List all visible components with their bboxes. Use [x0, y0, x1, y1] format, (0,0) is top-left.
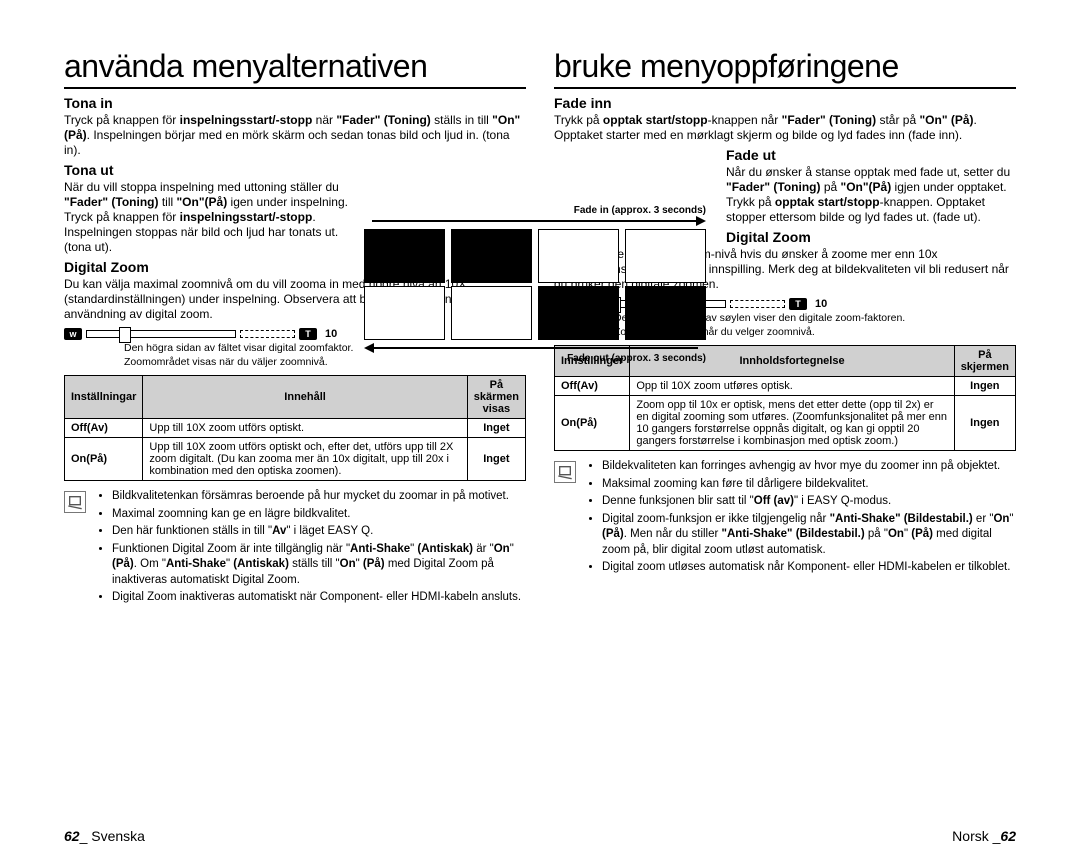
th1-left: Inställningar: [65, 376, 143, 419]
arrow-left-icon: [364, 343, 706, 353]
fade-out-label: Fade out (approx. 3 seconds): [364, 353, 706, 364]
footer-lang-left: Svenska: [91, 828, 145, 844]
table-row: Off(Av) Opp til 10X zoom utføres optisk.…: [555, 377, 1016, 396]
footer-right: Norsk _62: [952, 828, 1016, 844]
zoom-track: [86, 330, 236, 338]
page-number-right: 62: [1000, 828, 1016, 844]
th2-left: Innehåll: [143, 376, 467, 419]
fade-in-text: Trykk på opptak start/stopp-knappen når …: [554, 113, 1016, 143]
fade-strip-top: [364, 229, 706, 283]
zoom-dash: [730, 300, 785, 308]
zoom-value: 10: [325, 328, 337, 340]
footer-lang-right: Norsk: [952, 828, 989, 844]
footer-left: 62_ Svenska: [64, 828, 145, 844]
dz-heading-right: Digital Zoom: [726, 229, 1016, 245]
th3-right: På skjermen: [954, 346, 1015, 377]
zoom-dash: [240, 330, 295, 338]
footer: 62_ Svenska Norsk _62: [64, 828, 1016, 844]
dz-heading-left: Digital Zoom: [64, 259, 364, 275]
tona-in-text: Tryck på knappen för inspelningsstart/-s…: [64, 113, 526, 158]
note-icon: [64, 491, 86, 513]
fade-ut-text: Når du ønsker å stanse opptak med fade u…: [726, 165, 1016, 225]
tona-in-heading: Tona in: [64, 95, 526, 111]
fade-in-label: Fade in (approx. 3 seconds): [364, 205, 706, 216]
settings-table-left: Inställningar Innehåll På skärmen visas …: [64, 375, 526, 481]
table-row: On(På) Upp till 10X zoom utförs optiskt …: [65, 438, 526, 481]
note-icon: [554, 461, 576, 483]
note-left: Bildkvalitetenkan försämras beroende på …: [64, 489, 526, 608]
table-row: Off(Av) Upp till 10X zoom utförs optiskt…: [65, 419, 526, 438]
left-title: använda menyalternativen: [64, 48, 526, 89]
right-title: bruke menyoppføringene: [554, 48, 1016, 89]
table-row: On(På) Zoom opp til 10x er optisk, mens …: [555, 396, 1016, 451]
fade-diagram: Fade in (approx. 3 seconds) Fade out (ap…: [364, 205, 706, 364]
tona-ut-heading: Tona ut: [64, 162, 364, 178]
fade-ut-heading: Fade ut: [726, 147, 1016, 163]
tona-ut-text: När du vill stoppa inspelning med uttoni…: [64, 180, 364, 255]
fade-in-heading: Fade inn: [554, 95, 1016, 111]
page-number-left: 62: [64, 828, 80, 844]
zoom-t-icon: T: [789, 298, 807, 310]
zoom-t-icon: T: [299, 328, 317, 340]
fade-strip-bottom: [364, 286, 706, 340]
note-list-right: Bildekvaliteten kan forringes avhengig a…: [586, 459, 1016, 578]
th3-left: På skärmen visas: [467, 376, 525, 419]
zoom-value: 10: [815, 298, 827, 310]
zoom-w-icon: w: [64, 328, 82, 340]
note-list-left: Bildkvalitetenkan försämras beroende på …: [96, 489, 526, 608]
note-right: Bildekvaliteten kan forringes avhengig a…: [554, 459, 1016, 578]
arrow-right-icon: [364, 216, 706, 226]
